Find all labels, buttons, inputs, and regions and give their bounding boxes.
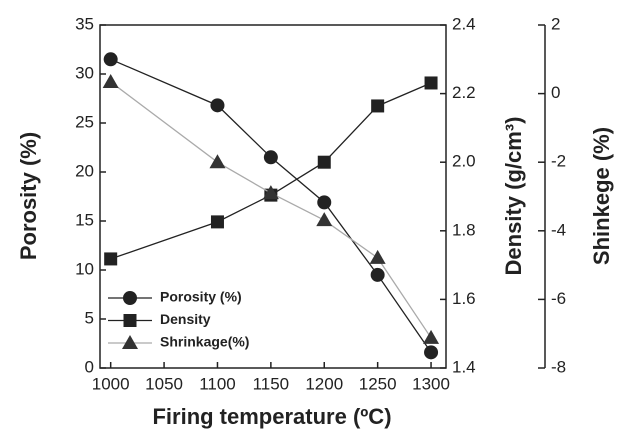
y2-tick-label: 2.0: [452, 152, 476, 171]
y3-tick-label: -2: [551, 152, 566, 171]
marker: [262, 185, 279, 200]
x-tick-label: 1050: [145, 374, 183, 393]
x-tick-label: 1200: [305, 374, 343, 393]
y-tick-label: 10: [75, 259, 94, 278]
legend-marker: [123, 291, 137, 305]
y-tick-label: 0: [85, 357, 94, 376]
y2-axis-title: Density (g/cm³): [501, 117, 526, 276]
y2-tick-label: 2.4: [452, 14, 476, 33]
y-axis-title: Porosity (%): [16, 132, 41, 260]
marker: [102, 73, 119, 88]
marker: [424, 345, 439, 360]
y3-tick-label: 2: [551, 14, 560, 33]
legend-marker: [122, 335, 138, 349]
series-line: [110, 58, 432, 353]
y3-tick-label: -6: [551, 289, 566, 308]
x-tick-label: 1000: [92, 374, 130, 393]
marker: [316, 212, 333, 227]
marker: [370, 267, 385, 282]
y3-axis-title: Shinkege (%): [589, 127, 614, 265]
y-tick-label: 30: [75, 63, 94, 82]
series-line: [110, 82, 432, 260]
marker: [317, 195, 332, 210]
legend-marker: [123, 314, 137, 327]
marker: [424, 76, 438, 90]
y2-tick-label: 2.2: [452, 83, 476, 102]
y-tick-label: 25: [75, 112, 94, 131]
marker: [371, 99, 385, 113]
x-axis-title: Firing temperature (ºC): [152, 404, 391, 429]
y2-tick-label: 1.6: [452, 289, 476, 308]
series-line: [110, 81, 432, 339]
marker: [210, 215, 224, 229]
x-tick-label: 1100: [199, 374, 236, 393]
marker: [263, 150, 278, 165]
marker: [210, 98, 225, 113]
y3-tick-label: 0: [551, 83, 560, 102]
y3-tick-label: -8: [551, 357, 566, 376]
y2-tick-label: 1.8: [452, 220, 476, 239]
y3-tick-label: -4: [551, 220, 566, 239]
plot-frame: [99, 24, 447, 369]
legend-label: Density: [160, 311, 211, 327]
legend-label: Porosity (%): [160, 289, 242, 305]
y-tick-label: 5: [85, 308, 94, 327]
x-tick-label: 1250: [359, 374, 397, 393]
y-tick-label: 15: [75, 210, 94, 229]
marker: [317, 155, 331, 169]
x-tick-label: 1150: [253, 374, 290, 393]
y-tick-label: 20: [75, 161, 94, 180]
marker: [103, 52, 118, 67]
marker: [104, 252, 118, 266]
x-tick-label: 1300: [412, 374, 450, 393]
y2-tick-label: 1.4: [452, 357, 476, 376]
legend-label: Shrinkage(%): [160, 334, 249, 350]
y-tick-label: 35: [75, 14, 94, 33]
marker: [209, 154, 226, 169]
marker: [423, 329, 440, 344]
marker: [369, 249, 386, 264]
